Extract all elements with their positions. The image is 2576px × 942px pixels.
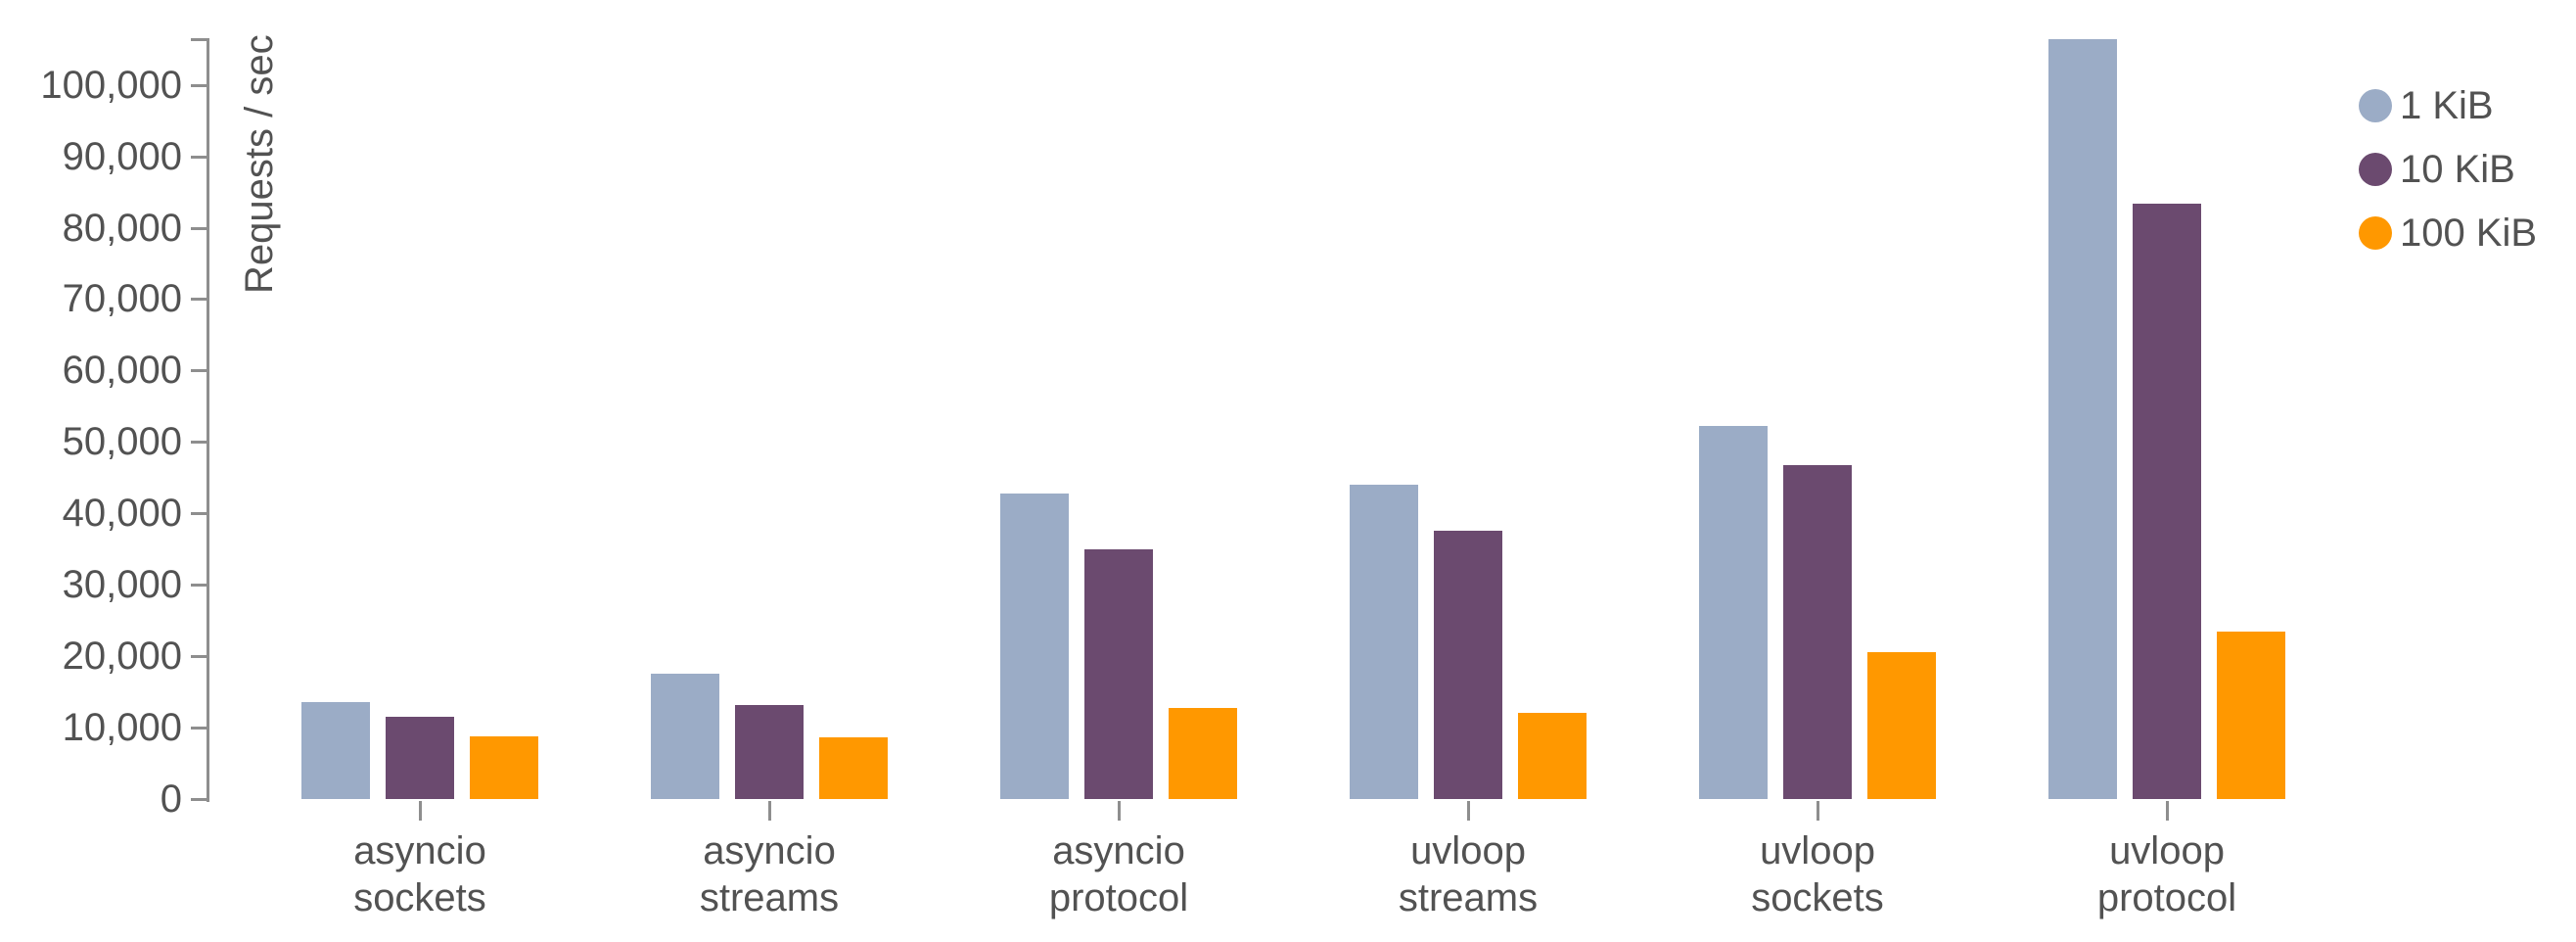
y-tick [191,227,209,230]
x-tick [1817,801,1819,821]
y-tick [191,798,209,801]
x-category-line2: streams [1398,876,1539,919]
x-category-label: uvloop sockets [1643,827,1992,921]
bar-10-kib-asyncio-sockets [386,717,454,799]
x-category-line2: protocol [2096,876,2237,919]
x-category-label: asyncio streams [595,827,943,921]
bar-100-kib-uvloop-sockets [1867,652,1936,799]
x-category-line1: asyncio [353,829,486,872]
x-category-line1: uvloop [2109,829,2225,872]
y-tick [191,512,209,515]
y-axis-title: Requests / sec [238,34,281,294]
bar-1-kib-uvloop-streams [1350,485,1418,799]
bar-100-kib-uvloop-protocol [2217,632,2285,799]
bar-10-kib-uvloop-protocol [2133,204,2201,799]
y-tick-label: 20,000 [62,635,182,678]
y-tick [191,727,209,730]
bar-10-kib-asyncio-protocol [1084,549,1153,799]
x-category-label: uvloop streams [1294,827,1642,921]
legend-marker-100-kib [2359,216,2392,250]
y-tick [191,584,209,587]
legend-label: 10 KiB [2400,148,2515,191]
x-tick [1467,801,1470,821]
bar-1-kib-asyncio-streams [651,674,719,799]
y-tick-label: 0 [160,777,182,821]
x-category-line2: sockets [353,876,486,919]
y-tick [191,441,209,444]
bar-100-kib-asyncio-protocol [1169,708,1237,799]
x-category-line1: uvloop [1760,829,1875,872]
y-tick-label: 80,000 [62,207,182,250]
y-tick-label: 50,000 [62,420,182,463]
y-tick-label: 70,000 [62,277,182,320]
y-tick [191,369,209,372]
bar-10-kib-uvloop-streams [1434,531,1502,799]
x-category-label: asyncio sockets [246,827,594,921]
bar-1-kib-asyncio-sockets [301,702,370,799]
y-tick [191,655,209,658]
bar-100-kib-asyncio-sockets [470,736,538,799]
x-tick [2166,801,2169,821]
x-category-line1: asyncio [703,829,836,872]
y-tick-label: 90,000 [62,135,182,178]
legend-label: 100 KiB [2400,212,2538,255]
bar-1-kib-uvloop-protocol [2048,39,2117,799]
y-tick-label: 100,000 [40,64,182,107]
y-tick [191,84,209,87]
y-axis-top-cap [191,38,209,41]
bar-10-kib-asyncio-streams [735,705,804,799]
bar-100-kib-asyncio-streams [819,737,888,799]
x-category-line2: protocol [1048,876,1189,919]
x-tick [1118,801,1121,821]
y-tick-label: 60,000 [62,349,182,392]
x-tick [419,801,422,821]
bar-1-kib-uvloop-sockets [1699,426,1768,799]
x-category-label: uvloop protocol [1993,827,2341,921]
x-tick [768,801,771,821]
legend-marker-1-kib [2359,89,2392,122]
x-category-line1: uvloop [1410,829,1526,872]
y-tick-label: 30,000 [62,563,182,606]
y-tick-label: 40,000 [62,492,182,535]
y-tick [191,298,209,301]
y-axis-line [207,39,209,802]
legend-marker-10-kib [2359,153,2392,186]
x-category-label: asyncio protocol [944,827,1293,921]
y-tick-label: 10,000 [62,706,182,749]
legend-label: 1 KiB [2400,84,2494,127]
x-category-line1: asyncio [1052,829,1185,872]
x-category-line2: streams [699,876,840,919]
y-tick [191,156,209,159]
bar-100-kib-uvloop-streams [1518,713,1587,799]
bar-1-kib-asyncio-protocol [1000,494,1069,799]
bar-10-kib-uvloop-sockets [1783,465,1852,799]
x-category-line2: sockets [1751,876,1884,919]
